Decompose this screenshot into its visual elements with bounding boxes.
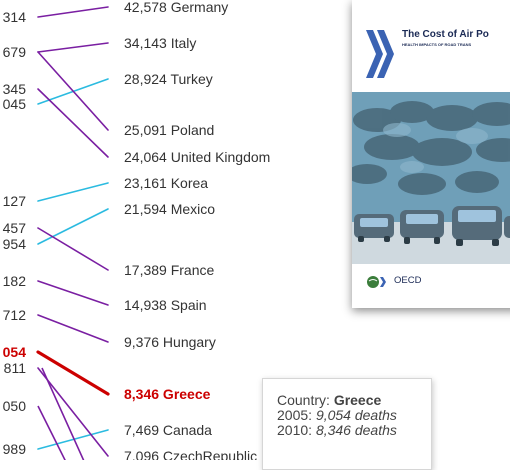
value-2010-label-spain: 14,938 Spain: [124, 297, 207, 313]
slope-line-greece[interactable]: [38, 352, 108, 394]
book-cover[interactable]: The Cost of Air Po HEALTH IMPACTS OF ROA…: [352, 0, 510, 308]
value-2010-label-italy: 34,143 Italy: [124, 35, 196, 51]
tooltip-country-line: Country: Greece: [277, 393, 381, 408]
traffic-smog-illustration: [352, 92, 510, 264]
value-2005-label: 811: [4, 360, 27, 376]
value-2005-label: 679: [3, 44, 27, 60]
value-2010-label-france: 17,389 France: [124, 262, 214, 278]
value-2010-label-germany: 42,578 Germany: [124, 0, 228, 15]
value-2010-label-canada: 7,469 Canada: [124, 422, 212, 438]
value-2005-label: 054: [3, 344, 27, 360]
tooltip-2010-value: 8,346 deaths: [316, 422, 397, 438]
value-2005-label: 989: [3, 441, 27, 457]
value-2005-label: 182: [3, 273, 27, 289]
slope-line-poland[interactable]: [38, 52, 108, 130]
value-2005-label: 045: [3, 96, 27, 112]
publisher-name: OECD: [394, 275, 421, 286]
value-2005-label: 457: [3, 220, 27, 236]
book-title: The Cost of Air Po: [402, 29, 489, 40]
chevron-logo-icon: [364, 28, 394, 80]
value-2010-label-mexico: 21,594 Mexico: [124, 201, 215, 217]
slope-line-mexico[interactable]: [38, 209, 108, 244]
value-2010-label-turkey: 28,924 Turkey: [124, 71, 213, 87]
slope-line-canada[interactable]: [38, 430, 108, 449]
tooltip-country-label: Country:: [277, 392, 330, 408]
value-2010-label-korea: 23,161 Korea: [124, 175, 208, 191]
value-2005-label: 314: [3, 9, 27, 25]
tooltip-2005-line: 2005: 9,054 deaths: [277, 408, 397, 423]
tooltip-country: Greece: [334, 392, 381, 408]
slope-line-france[interactable]: [38, 228, 108, 270]
greece-tooltip: Country: Greece 2005: 9,054 deaths 2010:…: [262, 378, 432, 470]
slope-line-offscreen-1: [38, 406, 70, 460]
value-2010-label-poland: 25,091 Poland: [124, 122, 214, 138]
value-2010-label-czechrepublic: 7,096 CzechRepublic: [124, 448, 257, 460]
slope-line-germany[interactable]: [38, 7, 108, 17]
tooltip-2005-label: 2005:: [277, 407, 312, 423]
slope-line-hungary[interactable]: [38, 315, 108, 342]
book-subtitle: HEALTH IMPACTS OF ROAD TRANS: [402, 42, 471, 47]
slope-line-spain[interactable]: [38, 281, 108, 305]
value-2005-label: 127: [3, 193, 27, 209]
tooltip-2010-label: 2010:: [277, 422, 312, 438]
value-2010-label-united-kingdom: 24,064 United Kingdom: [124, 149, 270, 165]
value-2005-label: 954: [3, 236, 27, 252]
tooltip-2010-line: 2010: 8,346 deaths: [277, 423, 397, 438]
value-2010-label-greece: 8,346 Greece: [124, 386, 211, 402]
value-2005-label: 712: [3, 307, 27, 323]
tooltip-2005-value: 9,054 deaths: [316, 407, 397, 423]
slope-line-italy[interactable]: [38, 43, 108, 52]
slope-line-united-kingdom[interactable]: [38, 89, 108, 157]
slope-line-korea[interactable]: [38, 183, 108, 201]
value-2005-label: 050: [3, 398, 27, 414]
globe-icon: [366, 275, 390, 289]
value-2010-label-hungary: 9,376 Hungary: [124, 334, 216, 350]
value-2005-label: 345: [3, 81, 27, 97]
